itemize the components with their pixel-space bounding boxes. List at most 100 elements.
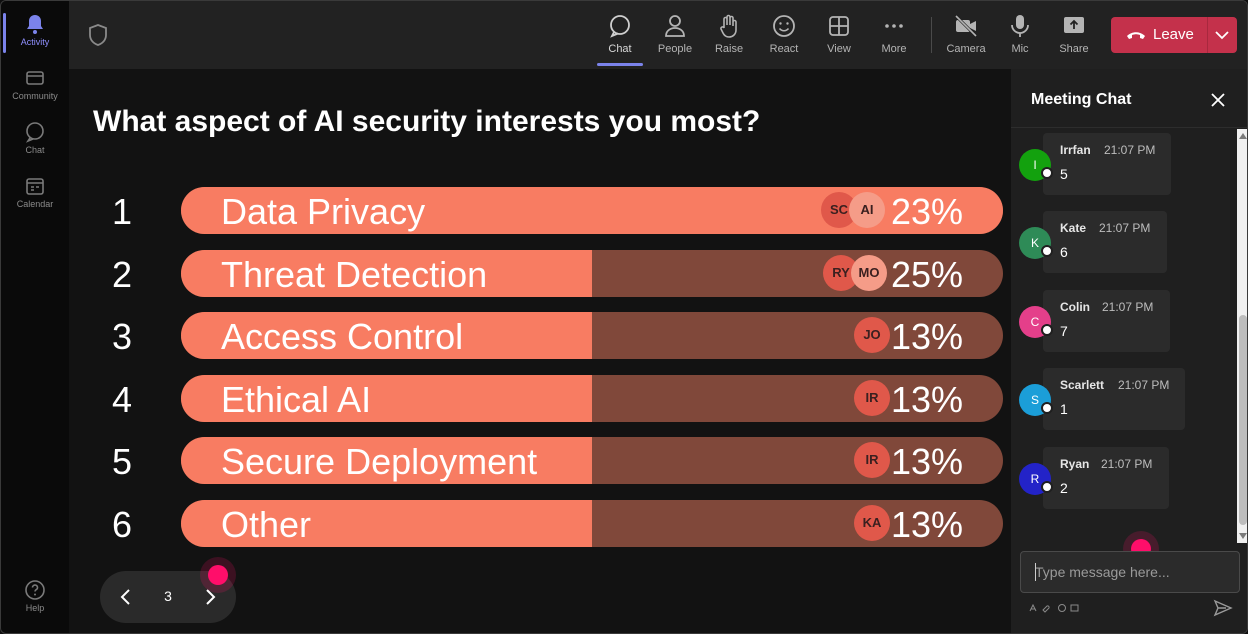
poll-option-label: Access Control xyxy=(221,316,464,357)
poll-option-row: 1 Data Privacy SC AI 23% xyxy=(69,187,1011,235)
message-time: 21:07 PM xyxy=(1118,378,1170,392)
rail-label: Help xyxy=(25,603,45,613)
poll-option-percent: 23% xyxy=(890,191,963,232)
poll-option-row: 2 Threat Detection RY MO 25% xyxy=(69,250,1011,298)
rail-item-activity[interactable]: Activity xyxy=(1,7,69,61)
message-input[interactable] xyxy=(1021,552,1239,592)
shield-icon[interactable] xyxy=(87,23,109,47)
poll-option-label: Secure Deployment xyxy=(221,441,538,482)
toolbar-more-button[interactable]: More xyxy=(869,11,919,61)
poll-option-number: 1 xyxy=(111,191,133,232)
poll-option-number: 3 xyxy=(111,316,133,357)
sender-name: Kate xyxy=(1060,221,1087,235)
toolbar-label: Camera xyxy=(946,43,986,55)
voter-avatar: AI xyxy=(849,192,885,228)
toolbar-view-button[interactable]: View xyxy=(814,11,864,61)
message-bubble: Scarlett 21:07 PM 1 xyxy=(1043,368,1185,430)
toolbar-camera-button[interactable]: Camera xyxy=(941,11,991,61)
poll-option-number: 2 xyxy=(111,254,133,295)
message-text: 7 xyxy=(1060,323,1068,339)
message-time: 21:07 PM xyxy=(1101,457,1153,471)
scrollbar-thumb[interactable] xyxy=(1239,315,1247,525)
poll-option-label: Other xyxy=(221,504,312,545)
leave-button[interactable]: Leave xyxy=(1111,17,1237,53)
phone-hangup-icon xyxy=(1127,32,1145,39)
scroll-up-arrow-icon[interactable] xyxy=(1239,133,1247,139)
format-tools-icon[interactable] xyxy=(1029,603,1089,613)
poll-bar-fill xyxy=(181,375,592,422)
rail-item-chat[interactable]: Chat xyxy=(1,115,69,169)
voter-avatar: IR xyxy=(854,380,890,416)
voter-avatar: JO xyxy=(854,317,890,353)
leave-label: Leave xyxy=(1153,26,1194,43)
toolbar-react-button[interactable]: React xyxy=(759,11,809,61)
pointer-indicator xyxy=(208,565,228,585)
poll-bar: Access Control JO 13% xyxy=(181,312,1003,359)
message-time: 21:07 PM xyxy=(1099,221,1151,235)
rail-item-community[interactable]: Community xyxy=(1,61,69,115)
message-bubble: Kate 21:07 PM 6 xyxy=(1043,211,1167,273)
poll-option-number: 5 xyxy=(111,441,133,482)
toolbar-mic-button[interactable]: Mic xyxy=(995,11,1045,61)
poll-option-label: Ethical AI xyxy=(221,379,372,420)
close-icon[interactable] xyxy=(1209,91,1227,109)
message-text: 2 xyxy=(1060,480,1068,496)
poll-option-percent: 13% xyxy=(890,316,963,357)
rail-label: Calendar xyxy=(16,199,54,209)
message-bubble: Colin 21:07 PM 7 xyxy=(1043,290,1170,352)
chat-compose-box[interactable] xyxy=(1020,551,1240,593)
presence-status xyxy=(1041,402,1053,414)
send-icon[interactable] xyxy=(1213,599,1233,617)
chat-message-list: Irrfan 21:07 PM 5 I Kate 21:07 PM 6 K Co xyxy=(1011,129,1237,543)
chat-icon xyxy=(610,15,630,38)
rail-item-help[interactable]: Help xyxy=(1,573,69,627)
smiley-icon xyxy=(773,15,795,37)
chevron-left-icon[interactable] xyxy=(116,585,136,609)
app-rail: Activity Community Chat Calendar xyxy=(1,1,69,633)
presence-status xyxy=(1041,481,1053,493)
toolbar-label: Mic xyxy=(1011,43,1029,55)
poll-option-row: 5 Secure Deployment IR 13% xyxy=(69,437,1011,485)
poll-option-percent: 13% xyxy=(890,504,963,545)
bell-icon xyxy=(27,15,43,34)
voter-avatar: IR xyxy=(854,442,890,478)
text-caret xyxy=(1035,563,1036,581)
chat-scrollbar[interactable] xyxy=(1237,129,1247,543)
toolbar-divider xyxy=(931,17,932,53)
toolbar-share-button[interactable]: Share xyxy=(1049,11,1099,61)
meeting-chat-panel: Meeting Chat Irrfan 21:07 PM 5 I Kate 21… xyxy=(1011,69,1247,633)
voter-avatar: MO xyxy=(851,255,887,291)
chevron-right-icon[interactable] xyxy=(200,585,220,609)
toolbar-raise-button[interactable]: Raise xyxy=(704,11,754,61)
poll-option-percent: 13% xyxy=(890,379,963,420)
chevron-down-icon[interactable] xyxy=(1213,27,1231,43)
rail-label: Chat xyxy=(25,145,45,155)
share-icon xyxy=(1064,17,1084,33)
camera-off-icon xyxy=(954,14,978,38)
message-time: 21:07 PM xyxy=(1104,143,1156,157)
voter-avatar: KA xyxy=(854,505,890,541)
hand-icon xyxy=(720,14,737,38)
leave-divider xyxy=(1207,17,1208,53)
avatar[interactable]: C xyxy=(1019,306,1051,338)
poll-option-row: 3 Access Control JO 13% xyxy=(69,312,1011,360)
calendar-icon xyxy=(26,178,44,195)
toolbar-chat-button[interactable]: Chat xyxy=(595,11,645,61)
voter-avatar: SC xyxy=(821,192,857,228)
active-tab-indicator xyxy=(597,63,643,66)
scroll-down-arrow-icon[interactable] xyxy=(1239,533,1247,539)
poll-bar-fill xyxy=(181,312,592,359)
meeting-toolbar: Chat People Raise React xyxy=(69,1,1247,69)
poll-option-label: Data Privacy xyxy=(221,191,426,232)
poll-option-percent: 25% xyxy=(890,254,963,295)
message-bubble: Ryan 21:07 PM 2 xyxy=(1043,447,1169,509)
toolbar-people-button[interactable]: People xyxy=(650,11,700,61)
poll-bar: Ethical AI IR 13% xyxy=(181,375,1003,422)
message-text: 5 xyxy=(1060,166,1068,182)
message-text: 6 xyxy=(1060,244,1068,260)
message-time: 21:07 PM xyxy=(1102,300,1154,314)
poll-bar: Threat Detection RY MO 25% xyxy=(181,250,1003,297)
rail-item-calendar[interactable]: Calendar xyxy=(1,169,69,223)
toolbar-label: People xyxy=(657,43,693,55)
